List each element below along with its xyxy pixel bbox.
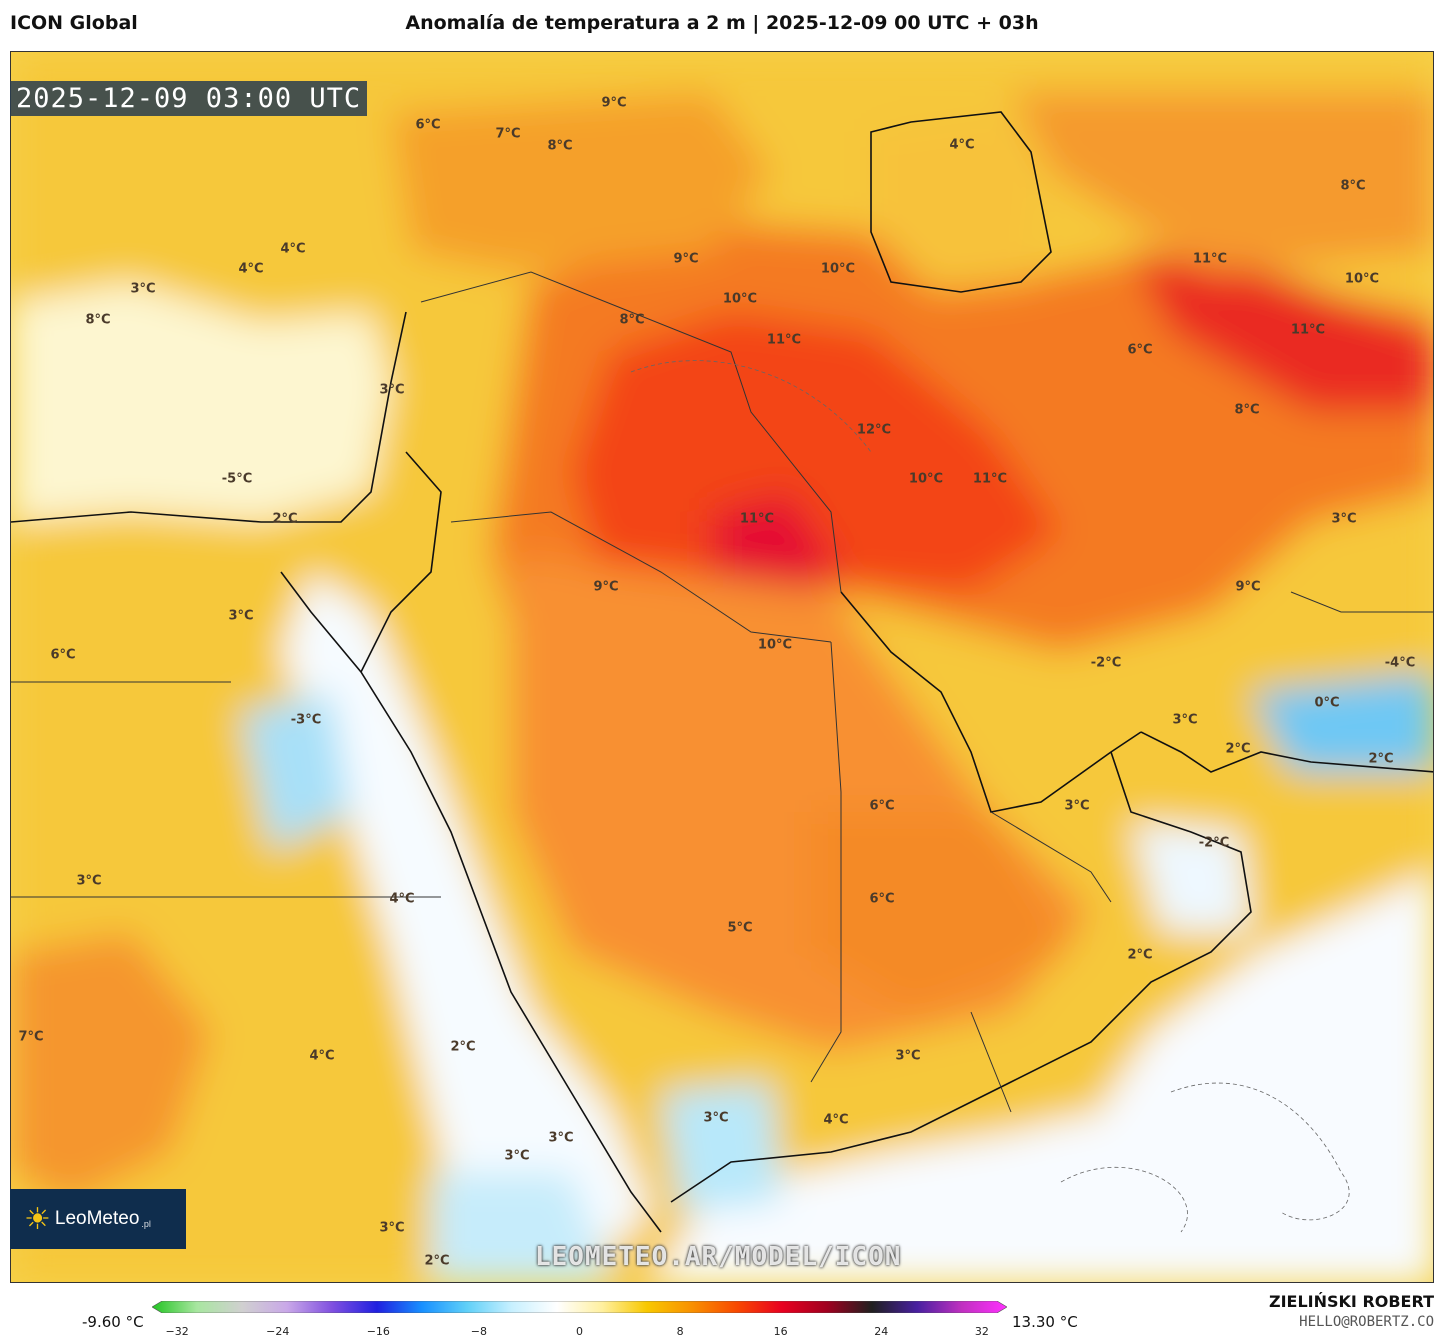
scale-tick: 0 bbox=[576, 1325, 583, 1338]
temp-label: 4°C bbox=[280, 241, 306, 257]
temp-label: 4°C bbox=[823, 1112, 849, 1128]
temp-label: 2°C bbox=[450, 1039, 476, 1055]
temp-label: 12°C bbox=[856, 422, 892, 438]
temp-label: 10°C bbox=[757, 637, 793, 653]
temp-label: 4°C bbox=[309, 1048, 335, 1064]
temp-label: -2°C bbox=[1090, 655, 1122, 671]
temp-label: 3°C bbox=[1064, 798, 1090, 814]
temp-label: -3°C bbox=[290, 712, 322, 728]
temp-label: 2°C bbox=[1225, 741, 1251, 757]
temp-label: 6°C bbox=[869, 798, 895, 814]
temp-label: 6°C bbox=[1127, 342, 1153, 358]
logo-suffix: .pl bbox=[141, 1219, 151, 1229]
temp-label: 9°C bbox=[593, 579, 619, 595]
scale-tick: −24 bbox=[266, 1325, 290, 1338]
temp-label: 3°C bbox=[130, 281, 156, 297]
scale-max-label: 13.30 °C bbox=[1012, 1313, 1078, 1331]
temp-label: 11°C bbox=[1192, 251, 1228, 267]
temp-label: 3°C bbox=[379, 382, 405, 398]
model-name: ICON Global bbox=[10, 12, 138, 34]
logo-text: LeoMeteo bbox=[54, 1208, 140, 1229]
author-email[interactable]: HELLO@ROBERTZ.CO bbox=[1299, 1314, 1434, 1330]
temp-label: 8°C bbox=[547, 138, 573, 154]
scale-tick: 8 bbox=[676, 1325, 684, 1338]
temp-label: 2°C bbox=[1127, 947, 1153, 963]
valid-time-badge: 2025-12-09 03:00 UTC bbox=[10, 81, 368, 116]
scale-tick: 24 bbox=[874, 1325, 889, 1338]
temp-label: 11°C bbox=[766, 332, 802, 348]
temp-label: 3°C bbox=[1331, 511, 1357, 527]
temp-label: 2°C bbox=[272, 511, 298, 527]
temp-label: 10°C bbox=[820, 261, 856, 277]
temp-label: 2°C bbox=[424, 1253, 450, 1269]
scale-tick: −32 bbox=[165, 1325, 189, 1338]
temp-label: -5°C bbox=[221, 471, 253, 487]
scale-tick: 32 bbox=[974, 1325, 989, 1338]
temp-label: 6°C bbox=[50, 647, 76, 663]
temp-label: 4°C bbox=[389, 891, 415, 907]
temp-label: 4°C bbox=[238, 261, 264, 277]
temp-label: 0°C bbox=[1314, 695, 1340, 711]
temp-label: 11°C bbox=[1290, 322, 1326, 338]
temp-label: 5°C bbox=[727, 920, 753, 936]
temp-label: 8°C bbox=[1234, 402, 1260, 418]
temp-label: 9°C bbox=[601, 95, 627, 111]
temperature-anomaly-map[interactable] bbox=[10, 51, 1434, 1283]
temp-label: 9°C bbox=[1235, 579, 1261, 595]
scale-min-label: -9.60 °C bbox=[82, 1313, 144, 1331]
temp-label: 3°C bbox=[76, 873, 102, 889]
temp-label: 11°C bbox=[739, 511, 775, 527]
temp-label: 7°C bbox=[495, 126, 521, 142]
color-scale-bar bbox=[152, 1301, 1007, 1313]
map-field bbox=[11, 52, 1433, 1282]
map-title: Anomalía de temperatura a 2 m | 2025-12-… bbox=[405, 12, 1039, 34]
temp-label: 10°C bbox=[722, 291, 758, 307]
temp-label: 7°C bbox=[18, 1029, 44, 1045]
temp-label: 3°C bbox=[379, 1220, 405, 1236]
temp-label: 9°C bbox=[673, 251, 699, 267]
temp-label: -2°C bbox=[1198, 835, 1230, 851]
temp-label: 3°C bbox=[504, 1148, 530, 1164]
scale-tick: −8 bbox=[470, 1325, 488, 1338]
temp-label: 8°C bbox=[1340, 178, 1366, 194]
author-name: ZIELIŃSKI ROBERT bbox=[1268, 1292, 1434, 1311]
scale-tick: −16 bbox=[366, 1325, 390, 1338]
temp-label: 3°C bbox=[228, 608, 254, 624]
temp-label: 6°C bbox=[415, 117, 441, 133]
temp-label: 4°C bbox=[949, 137, 975, 153]
temp-label: 8°C bbox=[619, 312, 645, 328]
temp-label: 10°C bbox=[1344, 271, 1380, 287]
temp-label: 3°C bbox=[703, 1110, 729, 1126]
temp-label: 10°C bbox=[908, 471, 944, 487]
sun-icon: ☀ bbox=[24, 1202, 51, 1236]
leometeo-logo[interactable]: ☀ LeoMeteo .pl bbox=[10, 1189, 186, 1249]
temp-label: 8°C bbox=[85, 312, 111, 328]
temp-label: 11°C bbox=[972, 471, 1008, 487]
temp-label: 3°C bbox=[1172, 712, 1198, 728]
temp-label: 6°C bbox=[869, 891, 895, 907]
temp-label: 3°C bbox=[895, 1048, 921, 1064]
temp-label: -4°C bbox=[1384, 655, 1416, 671]
temp-label: 2°C bbox=[1368, 751, 1394, 767]
watermark-url: LEOMETEO.AR/MODEL/ICON bbox=[535, 1242, 902, 1272]
scale-tick: 16 bbox=[773, 1325, 788, 1338]
temp-label: 3°C bbox=[548, 1130, 574, 1146]
